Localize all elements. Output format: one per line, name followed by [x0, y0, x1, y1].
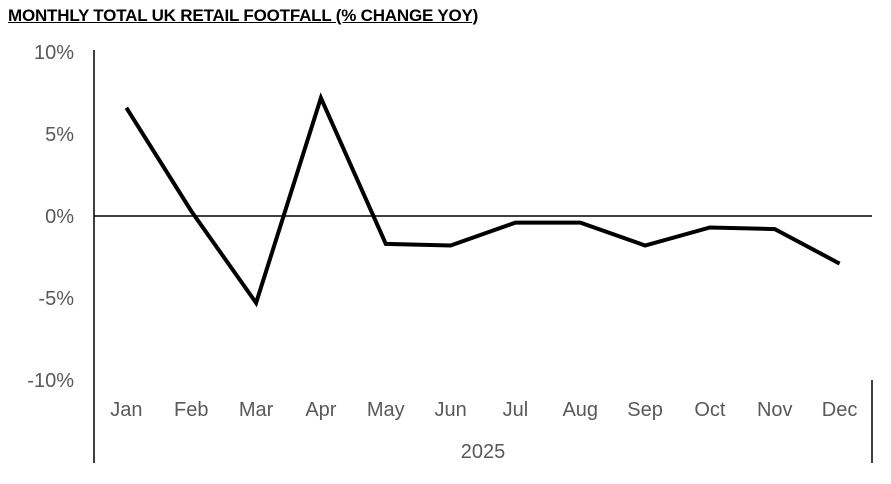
x-tick-label: Aug [562, 399, 598, 421]
y-tick-label: -10% [27, 370, 74, 392]
chart-title: MONTHLY TOTAL UK RETAIL FOOTFALL (% CHAN… [8, 6, 479, 25]
x-tick-label: Sep [627, 399, 663, 421]
y-tick-label: 5% [45, 124, 74, 146]
y-tick-label: 0% [45, 206, 74, 228]
x-group-label: 2025 [461, 441, 506, 463]
x-tick-label: Jul [503, 399, 529, 421]
y-tick-label: 10% [34, 42, 74, 64]
x-tick-label: Feb [174, 399, 208, 421]
y-tick-labels: 10% 5% 0% -5% -10% [27, 42, 74, 392]
x-tick-label: Dec [822, 399, 858, 421]
x-tick-label: May [367, 399, 405, 421]
x-tick-label: Oct [694, 399, 726, 421]
y-tick-label: -5% [38, 288, 74, 310]
x-tick-label: Nov [757, 399, 793, 421]
x-tick-label: Mar [239, 399, 274, 421]
x-tick-label: Jun [434, 399, 466, 421]
series-line [124, 92, 841, 308]
x-tick-label: Apr [305, 399, 336, 421]
x-tick-label: Jan [110, 399, 142, 421]
x-tick-labels: Jan Feb Mar Apr May Jun Jul Aug Sep Oct Nov Dec [110, 399, 857, 421]
